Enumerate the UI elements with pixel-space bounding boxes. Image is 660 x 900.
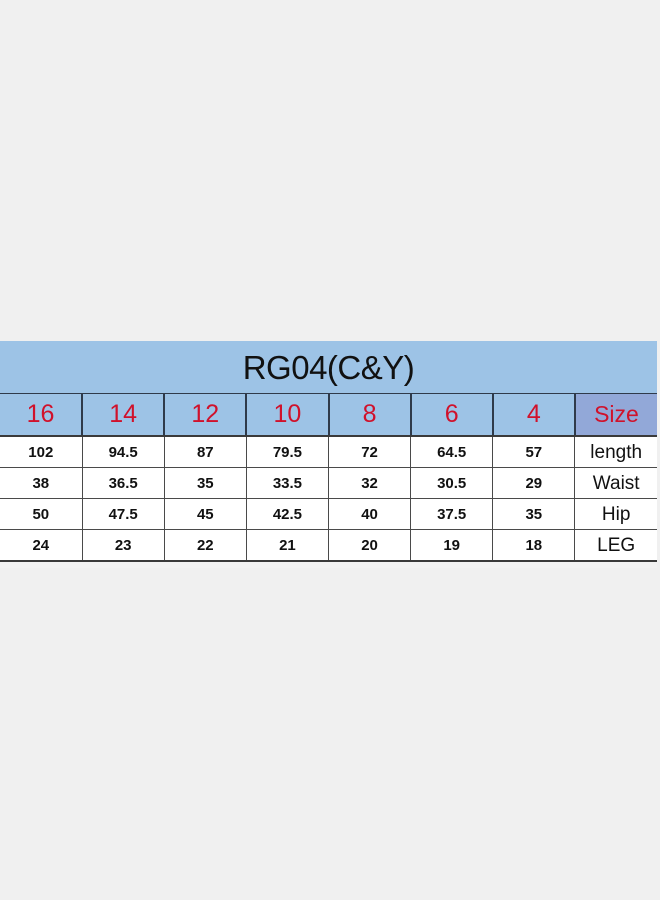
size-chart-container: RG04(C&Y) 16 14 12 10 8: [0, 341, 657, 568]
row-label-cell: length: [574, 436, 657, 468]
cell-value: 38: [32, 474, 50, 492]
column-header-label: 10: [273, 400, 302, 428]
table-cell: 33.5: [246, 467, 330, 499]
table-cell: 87: [164, 436, 247, 468]
table-cell: 50: [0, 498, 83, 530]
cell-value: 45: [196, 505, 214, 523]
row-label-cell: Waist: [574, 467, 657, 499]
cell-value: 18: [525, 536, 543, 554]
table-cell: 42.5: [246, 498, 330, 530]
cell-value: 23: [114, 536, 132, 554]
cell-value: 42.5: [272, 505, 303, 523]
table-cell: 32: [328, 467, 412, 499]
column-header-size-10: 10: [246, 393, 330, 437]
cell-value: 33.5: [272, 474, 303, 492]
column-header-label: Size: [594, 401, 639, 427]
table-cell: 18: [492, 529, 576, 562]
cell-value: 50: [32, 505, 50, 523]
table-cell: 57: [492, 436, 576, 468]
column-header-size-4: 4: [492, 393, 576, 437]
cell-value: 102: [28, 443, 54, 461]
table-cell: 20: [328, 529, 412, 562]
table-cell: 22: [164, 529, 247, 562]
table-cell: 40: [328, 498, 412, 530]
column-header-size-6: 6: [410, 393, 494, 437]
cell-value: 19: [443, 536, 461, 554]
table-cell: 72: [328, 436, 412, 468]
cell-value: 24: [32, 536, 50, 554]
table-cell: 24: [0, 529, 83, 562]
cell-value: 72: [361, 443, 378, 461]
cell-value: 35: [196, 474, 214, 492]
table-cell: 23: [82, 529, 165, 562]
table-cell: 47.5: [82, 498, 165, 530]
cell-value: 32: [361, 474, 378, 492]
cell-value: 22: [196, 536, 214, 554]
cell-value: 21: [279, 536, 296, 554]
table-row: 24 23 22 21 20 19 18 LEG: [0, 529, 657, 562]
cell-value: 87: [196, 443, 214, 461]
table-cell: 36.5: [82, 467, 165, 499]
table-header-row: 16 14 12 10 8 6 4: [0, 393, 657, 437]
column-header-label: 14: [109, 400, 138, 428]
cell-value: 36.5: [108, 474, 138, 492]
table-cell: 79.5: [246, 436, 330, 468]
row-label: LEG: [597, 534, 636, 556]
table-cell: 19: [410, 529, 494, 562]
row-label: Hip: [601, 503, 631, 525]
table-cell: 29: [492, 467, 576, 499]
cell-value: 79.5: [272, 443, 303, 461]
cell-value: 64.5: [437, 443, 467, 461]
column-header-size-8: 8: [328, 393, 412, 437]
row-label-cell: LEG: [574, 529, 657, 562]
cell-value: 40: [361, 505, 378, 523]
column-header-label: 16: [26, 400, 55, 428]
table-row: 50 47.5 45 42.5 40 37.5 35 Hip: [0, 498, 657, 530]
column-header-size-14: 14: [82, 393, 166, 437]
cell-value: 29: [525, 474, 543, 492]
cell-value: 30.5: [437, 474, 467, 492]
cell-value: 94.5: [108, 443, 138, 461]
table-row: 38 36.5 35 33.5 32 30.5 29 Waist: [0, 467, 657, 499]
cell-value: 47.5: [108, 505, 138, 523]
cell-value: 35: [525, 505, 543, 523]
table-title-row: RG04(C&Y): [0, 341, 657, 394]
page-title: RG04(C&Y): [242, 348, 415, 386]
table-row: 102 94.5 87 79.5 72 64.5 57 length: [0, 436, 657, 468]
row-label: length: [590, 441, 643, 463]
cell-value: 20: [361, 536, 378, 554]
table-bottom-strip: [0, 562, 657, 568]
size-chart-table: RG04(C&Y) 16 14 12 10 8: [0, 341, 657, 562]
row-label: Waist: [592, 472, 640, 494]
cell-value: 37.5: [437, 505, 467, 523]
cell-value: 57: [525, 443, 543, 461]
column-header-label: 6: [444, 400, 459, 428]
table-cell: 102: [0, 436, 83, 468]
table-title-cell: RG04(C&Y): [0, 341, 657, 394]
row-label-cell: Hip: [574, 498, 657, 530]
column-header-label: 12: [191, 400, 220, 428]
table-cell: 38: [0, 467, 83, 499]
table-cell: 37.5: [410, 498, 494, 530]
table-cell: 21: [246, 529, 330, 562]
column-header-label: 8: [362, 400, 377, 428]
column-header-size-word: Size: [574, 393, 657, 437]
table-cell: 35: [164, 467, 247, 499]
table-cell: 64.5: [410, 436, 494, 468]
column-header-size-12: 12: [164, 393, 248, 437]
table-cell: 30.5: [410, 467, 494, 499]
table-cell: 94.5: [82, 436, 165, 468]
table-cell: 35: [492, 498, 576, 530]
column-header-label: 4: [526, 400, 541, 428]
column-header-size-16: 16: [0, 393, 84, 437]
table-cell: 45: [164, 498, 247, 530]
